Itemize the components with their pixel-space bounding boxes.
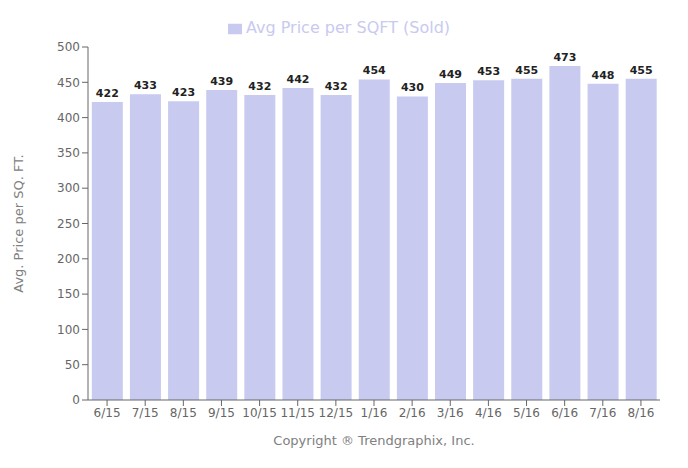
svg-text:450: 450 — [57, 76, 80, 90]
svg-text:9/15: 9/15 — [208, 406, 235, 420]
svg-text:439: 439 — [210, 75, 233, 88]
svg-text:10/15: 10/15 — [242, 406, 277, 420]
svg-text:8/16: 8/16 — [627, 406, 654, 420]
svg-text:5/16: 5/16 — [513, 406, 540, 420]
svg-text:200: 200 — [57, 252, 80, 266]
svg-text:2/16: 2/16 — [399, 406, 426, 420]
svg-text:100: 100 — [57, 323, 80, 337]
svg-text:7/15: 7/15 — [132, 406, 159, 420]
svg-text:11/15: 11/15 — [280, 406, 315, 420]
svg-text:432: 432 — [325, 80, 348, 93]
svg-text:500: 500 — [57, 40, 80, 54]
svg-text:3/16: 3/16 — [437, 406, 464, 420]
svg-text:0: 0 — [72, 393, 80, 407]
svg-text:423: 423 — [172, 86, 195, 99]
svg-text:7/16: 7/16 — [589, 406, 616, 420]
svg-text:455: 455 — [515, 64, 538, 77]
svg-text:150: 150 — [57, 287, 80, 301]
svg-text:433: 433 — [134, 79, 157, 92]
svg-text:455: 455 — [630, 64, 653, 77]
svg-text:400: 400 — [57, 111, 80, 125]
html-text:Avg Price per SQFT (Sold): Avg Price per SQFT (Sold) — [246, 18, 450, 37]
svg-text:1/16: 1/16 — [361, 406, 388, 420]
svg-text:454: 454 — [363, 64, 386, 77]
svg-text:449: 449 — [439, 68, 462, 81]
svg-text:448: 448 — [592, 69, 615, 82]
svg-text:422: 422 — [96, 87, 119, 100]
svg-text:12/15: 12/15 — [319, 406, 354, 420]
svg-text:473: 473 — [553, 51, 576, 64]
svg-text:442: 442 — [286, 73, 309, 86]
svg-text:50: 50 — [65, 358, 80, 372]
svg-text:432: 432 — [248, 80, 271, 93]
svg-text:Avg. Price per SQ. FT.: Avg. Price per SQ. FT. — [11, 154, 26, 292]
svg-text:6/15: 6/15 — [94, 406, 121, 420]
svg-text:Copyright ® Trendgraphix, Inc.: Copyright ® Trendgraphix, Inc. — [273, 433, 474, 448]
svg-text:453: 453 — [477, 65, 500, 78]
svg-text:430: 430 — [401, 81, 424, 94]
svg-text:4/16: 4/16 — [475, 406, 502, 420]
svg-text:8/15: 8/15 — [170, 406, 197, 420]
svg-text:350: 350 — [57, 146, 80, 160]
svg-text:250: 250 — [57, 217, 80, 231]
svg-text:6/16: 6/16 — [551, 406, 578, 420]
svg-text:300: 300 — [57, 181, 80, 195]
